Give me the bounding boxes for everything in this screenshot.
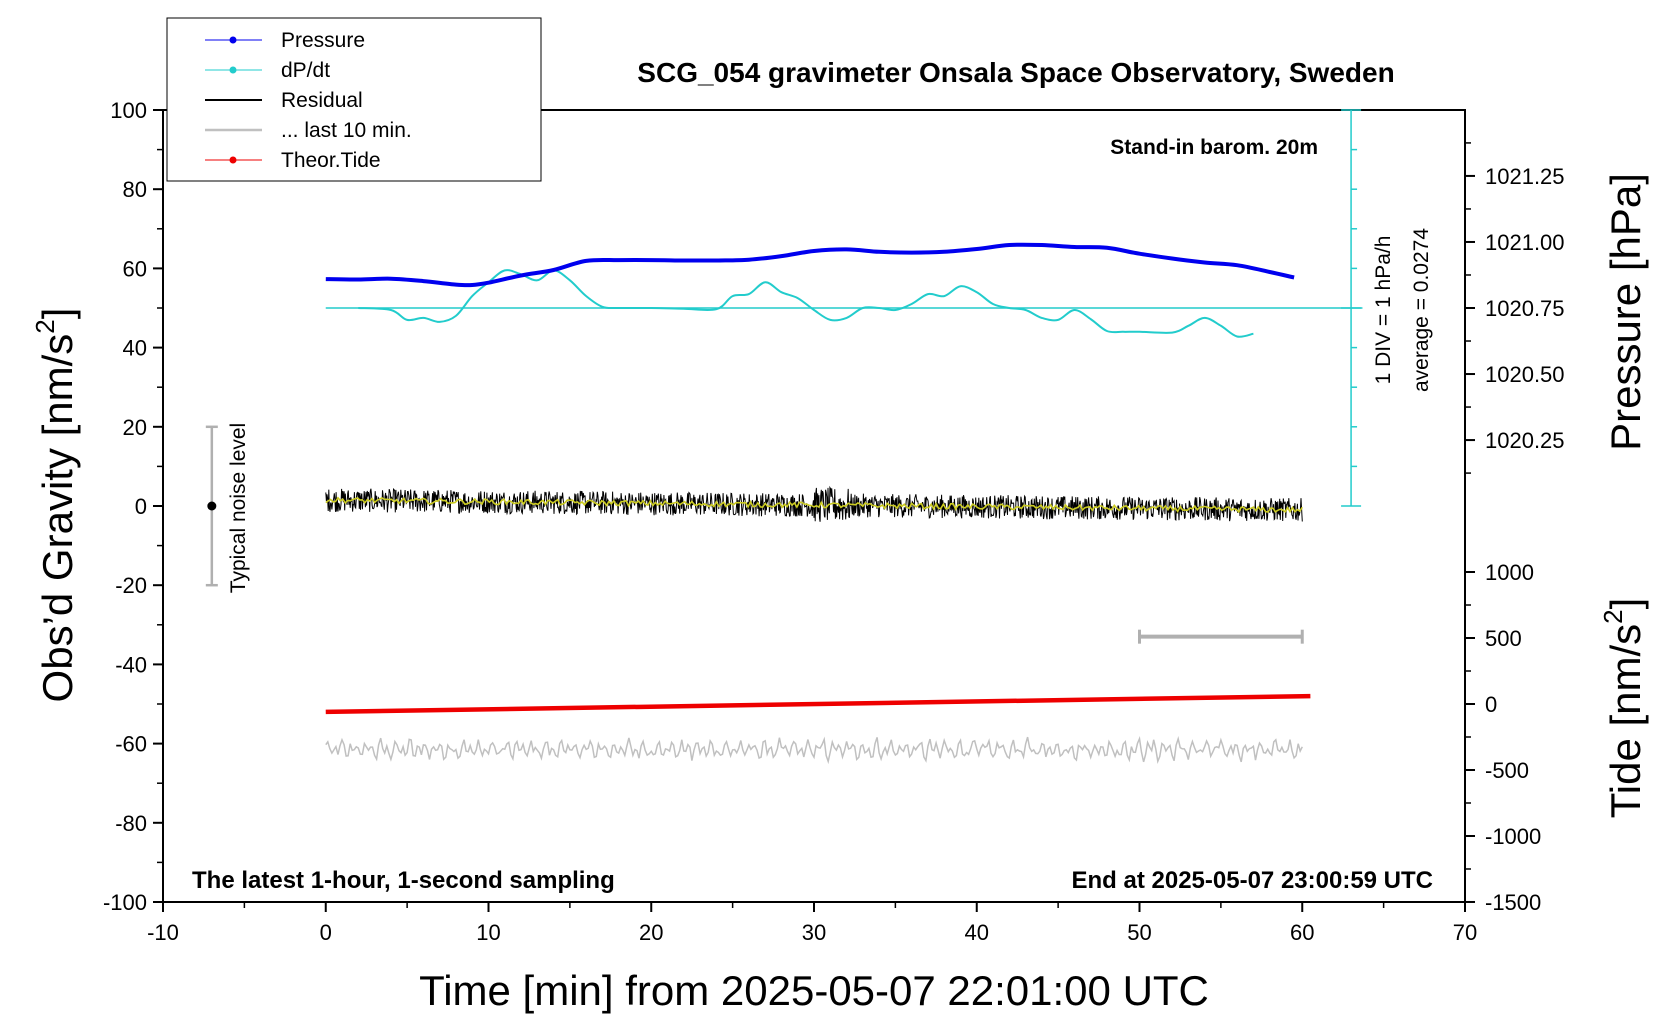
pressure-tick-label: 1021.25: [1485, 164, 1565, 189]
pressure-tick-label: 1021.00: [1485, 230, 1565, 255]
tide-tick-label: 0: [1485, 692, 1497, 717]
x-tick-label: 40: [965, 920, 989, 945]
theor-tide-line: [325, 693, 1311, 715]
annotation-latest-hour: The latest 1-hour, 1-second sampling: [192, 867, 615, 894]
annotation-end-at: End at 2025-05-07 23:00:59 UTC: [1072, 867, 1434, 894]
legend-entry-label: Theor.Tide: [281, 149, 381, 172]
y-tick-label: -40: [115, 652, 147, 677]
y-axis-label-pressure: Pressure [hPa]: [1602, 173, 1649, 451]
tide-tick-label: 500: [1485, 626, 1522, 651]
dpdt-average-label: average = 0.0274: [1410, 228, 1433, 392]
y-tick-label: -80: [115, 811, 147, 836]
y-tick-label: 60: [123, 256, 147, 281]
annotation-stand-in-barom: Stand-in barom. 20m: [1110, 136, 1318, 159]
noise-bar-center: [207, 501, 217, 511]
y-tick-label: -60: [115, 732, 147, 757]
tide-tick-label: -1000: [1485, 824, 1541, 849]
residual-line: [325, 485, 1303, 522]
y-tick-label: 0: [135, 494, 147, 519]
x-tick-label: -10: [147, 920, 179, 945]
last10-line: [325, 735, 1303, 765]
y-axis-label-tide: Tide [nm/s2]: [1598, 598, 1649, 819]
y-tick-label: -20: [115, 573, 147, 598]
legend-entry-label: Pressure: [281, 29, 365, 52]
y-tick-label: 80: [123, 177, 147, 202]
y-axis-label-left: Obs’d Gravity [nm/s2]: [30, 308, 81, 703]
x-axis-label: Time [min] from 2025-05-07 22:01:00 UTC: [419, 967, 1209, 1014]
legend-entry-label: dP/dt: [281, 59, 330, 82]
pressure-tick-label: 1020.75: [1485, 296, 1565, 321]
pressure-tick-label: 1020.50: [1485, 362, 1565, 387]
legend: Pressure dP/dt Residual ... last 10 min. The…: [166, 17, 542, 182]
x-tick-label: 0: [320, 920, 332, 945]
y-tick-label: 100: [110, 98, 147, 123]
legend-swatch-dot: [229, 66, 237, 74]
x-tick-label: 60: [1290, 920, 1314, 945]
y-tick-label: 40: [123, 336, 147, 361]
x-tick-label: 20: [639, 920, 663, 945]
y-tick-label: -100: [103, 890, 147, 915]
residual-smoothed-line: [325, 496, 1303, 514]
y-tick-label: 20: [123, 415, 147, 440]
tide-tick-label: -1500: [1485, 890, 1541, 915]
legend-swatch-dot: [229, 156, 237, 164]
tide-tick-label: -500: [1485, 758, 1529, 783]
axes-layer: -10 0 10 20 30 40 50 60 70100806040200-20-40-60-…: [103, 98, 1565, 945]
legend-swatch-dot: [229, 36, 237, 44]
x-tick-label: 50: [1127, 920, 1151, 945]
legend-entries: Pressure dP/dt Residual ... last 10 min. The…: [205, 29, 412, 172]
legend-entry-label: Residual: [281, 89, 363, 112]
pressure-tick-label: 1020.25: [1485, 428, 1565, 453]
x-tick-label: 70: [1453, 920, 1477, 945]
x-tick-label: 30: [802, 920, 826, 945]
chart-title: SCG_054 gravimeter Onsala Space Observat…: [637, 57, 1394, 88]
pressure-line: [325, 242, 1295, 288]
noise-level-label: Typical noise level: [227, 423, 250, 593]
x-tick-label: 10: [476, 920, 500, 945]
dpdt-line: [358, 269, 1254, 338]
legend-entry-label: ... last 10 min.: [281, 119, 412, 142]
tide-tick-label: 1000: [1485, 560, 1534, 585]
dpdt-scale-label: 1 DIV = 1 hPa/h: [1372, 236, 1395, 385]
series-layer: [205, 109, 1363, 765]
